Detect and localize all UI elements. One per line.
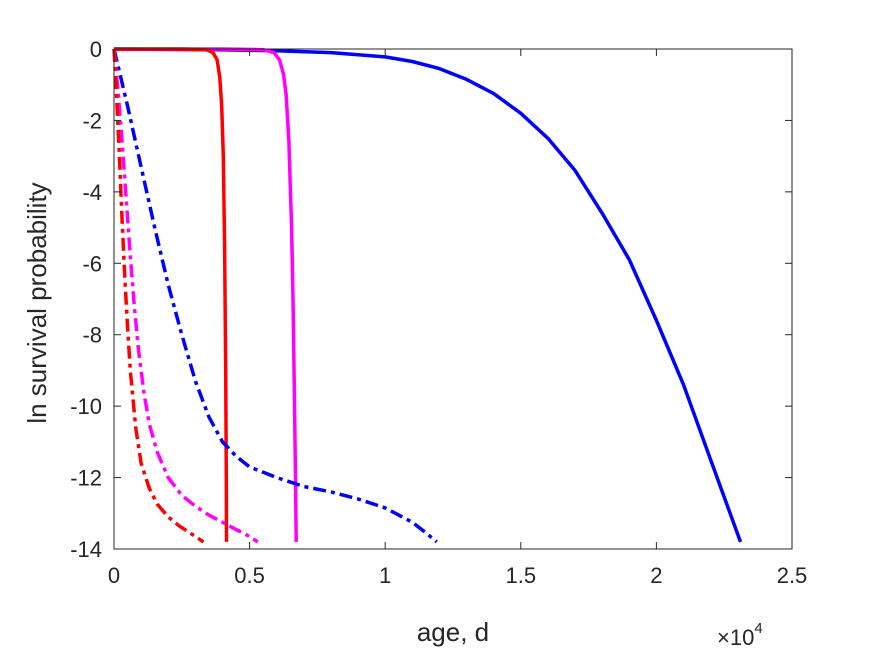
x-tick-label: 2.5	[777, 563, 808, 588]
series-line-5	[112, 48, 259, 544]
x-tick-label: 0	[108, 563, 120, 588]
y-axis-title: ln survival probability	[22, 182, 52, 423]
tick-layer: 0 0.5 1 1.5 2 2.5 0 -2 -4 -6 -8 -10 -12 -14	[70, 37, 807, 588]
series-line-4	[112, 48, 438, 544]
y-tick-label: 0	[90, 37, 102, 62]
x-multiplier-base: ×10	[717, 625, 754, 650]
series-line-2	[114, 47, 298, 542]
series-line-1	[113, 47, 743, 543]
series-line-3	[114, 47, 229, 542]
series-layer	[112, 47, 743, 544]
y-tick-label: -8	[82, 323, 102, 348]
y-tick-label: -14	[70, 537, 102, 562]
x-tick-label: 0.5	[234, 563, 265, 588]
y-tick-label: -10	[70, 394, 102, 419]
plot-area	[114, 49, 792, 549]
x-multiplier: ×104	[717, 620, 763, 650]
x-multiplier-exp: 4	[754, 620, 762, 637]
y-tick-label: -12	[70, 466, 102, 491]
x-tick-label: 2	[650, 563, 662, 588]
axes-box	[113, 48, 793, 550]
x-tick-label: 1	[379, 563, 391, 588]
x-axis-title: age, d	[417, 617, 489, 647]
series-line-6	[112, 48, 205, 544]
y-tick-label: -2	[82, 108, 102, 133]
x-tick-label: 1.5	[506, 563, 537, 588]
y-tick-label: -4	[82, 180, 102, 205]
y-tick-label: -6	[82, 251, 102, 276]
